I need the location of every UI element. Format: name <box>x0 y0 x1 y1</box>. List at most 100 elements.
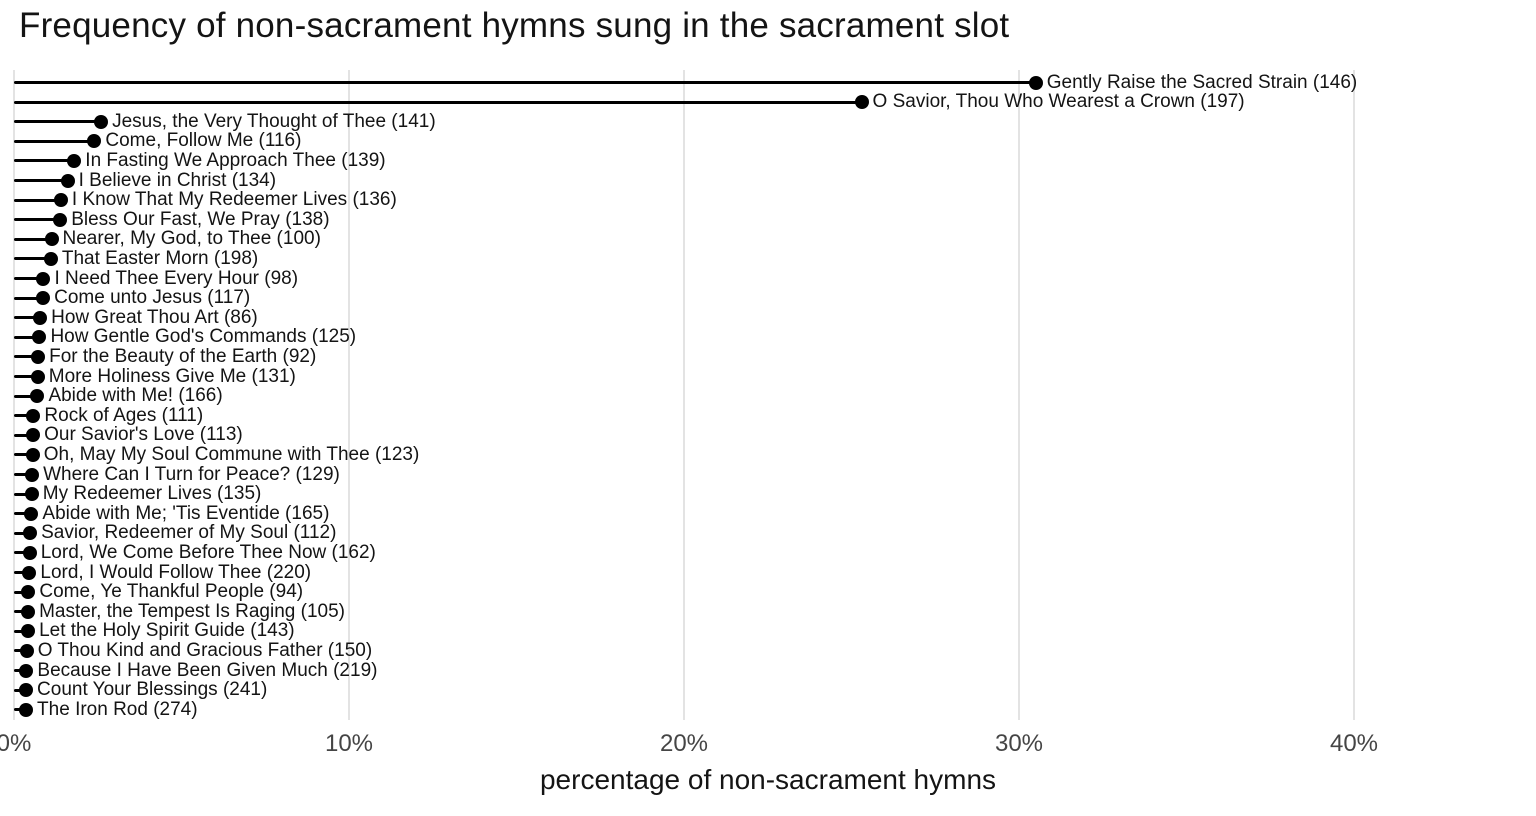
hymn-label: Come, Follow Me (116) <box>105 130 302 152</box>
data-point-dot <box>24 487 39 502</box>
data-point-dot <box>25 467 40 482</box>
hymn-label: Gently Raise the Sacred Strain (146) <box>1046 71 1358 93</box>
data-point-dot <box>1028 75 1043 90</box>
data-point-dot <box>94 114 109 129</box>
x-tick-label: 40% <box>1329 730 1379 757</box>
lollipop-stem <box>14 531 31 535</box>
lollipop-stem <box>14 198 61 202</box>
lollipop-stem <box>14 512 32 516</box>
hymn-label: Lord, We Come Before Thee Now (162) <box>40 541 376 563</box>
data-point-dot <box>23 526 38 541</box>
hymn-label: Jesus, the Very Thought of Thee (141) <box>112 110 436 132</box>
hymn-label: I Believe in Christ (134) <box>78 169 277 191</box>
lollipop-stem <box>14 453 33 457</box>
hymn-label: The Iron Rod (274) <box>37 698 198 720</box>
gridline <box>1353 70 1355 720</box>
data-point-dot <box>36 271 51 286</box>
lollipop-stem <box>14 610 29 614</box>
hymn-label: Savior, Redeemer of My Soul (112) <box>41 522 337 544</box>
hymn-label: Come, Ye Thankful People (94) <box>39 581 304 603</box>
lollipop-stem <box>14 355 39 359</box>
hymn-label: Bless Our Fast, We Pray (138) <box>71 208 330 230</box>
hymn-label: I Need Thee Every Hour (98) <box>54 267 299 289</box>
data-point-dot <box>24 506 39 521</box>
hymn-label: O Thou Kind and Gracious Father (150) <box>37 639 373 661</box>
data-point-dot <box>25 447 40 462</box>
hymn-label: My Redeemer Lives (135) <box>42 483 262 505</box>
gridline <box>1018 70 1020 720</box>
lollipop-stem <box>14 629 29 633</box>
hymn-label: More Holiness Give Me (131) <box>48 365 296 387</box>
data-point-dot <box>854 95 869 110</box>
data-point-dot <box>30 389 45 404</box>
data-point-dot <box>21 624 36 639</box>
hymn-label: Because I Have Been Given Much (219) <box>37 659 378 681</box>
lollipop-stem <box>14 218 61 222</box>
data-point-dot <box>30 369 45 384</box>
data-point-dot <box>53 193 68 208</box>
lollipop-stem <box>14 414 34 418</box>
lollipop-stem <box>14 296 44 300</box>
lollipop-stem <box>14 100 862 104</box>
hymn-label: How Great Thou Art (86) <box>51 306 258 328</box>
lollipop-stem <box>14 492 32 496</box>
x-tick-label: 0% <box>0 730 32 757</box>
data-point-dot <box>43 251 58 266</box>
hymn-label: Come unto Jesus (117) <box>54 287 251 309</box>
data-point-dot <box>60 173 75 188</box>
gridline <box>348 70 350 720</box>
hymn-label: I Know That My Redeemer Lives (136) <box>71 189 397 211</box>
lollipop-stem <box>14 590 29 594</box>
hymn-label: In Fasting We Approach Thee (139) <box>85 149 386 171</box>
lollipop-stem <box>14 120 102 124</box>
chart-title: Frequency of non-sacrament hymns sung in… <box>19 6 1010 45</box>
x-tick-label: 10% <box>324 730 374 757</box>
x-tick-label: 20% <box>659 730 709 757</box>
lollipop-stem <box>14 139 95 143</box>
hymn-label: Nearer, My God, to Thee (100) <box>62 228 321 250</box>
data-point-dot <box>31 349 46 364</box>
data-point-dot <box>22 545 37 560</box>
data-point-dot <box>21 585 36 600</box>
hymn-label: Let the Holy Spirit Guide (143) <box>39 620 295 642</box>
lollipop-stem <box>14 571 30 574</box>
data-point-dot <box>67 153 82 168</box>
hymn-label: Abide with Me! (166) <box>48 385 223 407</box>
data-point-dot <box>53 212 68 227</box>
lollipop-stem <box>14 433 34 437</box>
lollipop-stem <box>14 473 33 476</box>
data-point-dot <box>26 428 41 443</box>
hymn-label: That Easter Morn (198) <box>61 247 259 269</box>
data-point-dot <box>22 565 37 580</box>
hymn-label: Count Your Blessings (241) <box>37 679 268 701</box>
data-point-dot <box>19 643 34 658</box>
lollipop-stem <box>14 316 41 320</box>
hymn-label: Our Savior's Love (113) <box>44 424 243 446</box>
hymn-label: Rock of Ages (111) <box>44 404 204 426</box>
hymn-label: O Savior, Thou Who Wearest a Crown (197) <box>872 91 1245 113</box>
lollipop-stem <box>14 159 75 163</box>
lollipop-stem <box>14 551 30 555</box>
data-point-dot <box>87 134 102 149</box>
hymn-label: Where Can I Turn for Peace? (129) <box>43 463 340 485</box>
hymn-label: For the Beauty of the Earth (92) <box>49 345 317 367</box>
hymn-label: Abide with Me; 'Tis Eventide (165) <box>42 502 330 524</box>
lollipop-stem <box>14 394 38 398</box>
lollipop-stem <box>14 179 68 182</box>
data-point-dot <box>36 291 51 306</box>
hymn-label: Oh, May My Soul Commune with Thee (123) <box>43 443 420 465</box>
data-point-dot <box>19 683 34 698</box>
lollipop-stem <box>14 335 40 339</box>
x-axis-title: percentage of non-sacrament hymns <box>539 764 997 795</box>
data-point-dot <box>21 604 36 619</box>
lollipop-stem <box>14 237 52 241</box>
data-point-dot <box>19 663 34 678</box>
data-point-dot <box>19 702 34 717</box>
lollipop-stem <box>14 277 44 280</box>
x-tick-label: 30% <box>994 730 1044 757</box>
lollipop-stem <box>14 257 51 261</box>
hymn-label: Master, the Tempest Is Raging (105) <box>39 600 345 622</box>
lollipop-stem <box>14 81 1036 84</box>
